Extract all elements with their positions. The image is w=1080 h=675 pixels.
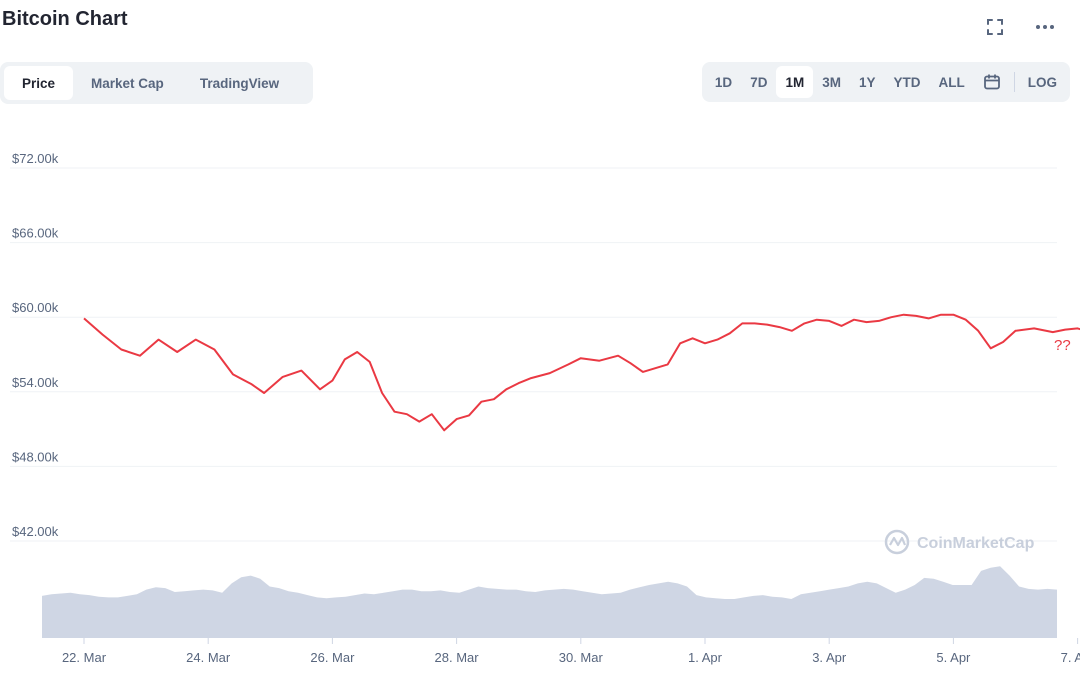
range-divider — [1013, 72, 1015, 92]
y-tick-label: $42.00k — [12, 524, 59, 539]
calendar-icon[interactable] — [974, 66, 1010, 98]
log-scale-toggle[interactable]: LOG — [1027, 74, 1057, 90]
x-tick-label: 26. Mar — [310, 650, 355, 665]
x-tick-label: 1. Apr — [688, 650, 723, 665]
range-3m[interactable]: 3M — [822, 74, 841, 90]
coinmarketcap-watermark: CoinMarketCap — [884, 529, 1035, 555]
range-7d[interactable]: 7D — [750, 74, 768, 90]
y-tick-label: $60.00k — [12, 300, 59, 315]
fullscreen-icon[interactable] — [982, 14, 1008, 40]
y-tick-label: $54.00k — [12, 375, 59, 390]
volume-area — [42, 566, 1057, 638]
time-range-selector: 1D 7D 1M 3M 1Y YTD ALL LOG — [701, 62, 1070, 102]
chart-annotation: ?? — [1054, 337, 1071, 354]
chart-view-tabs: Price Market Cap TradingView — [0, 62, 313, 104]
x-tick-label: 30. Mar — [559, 650, 604, 665]
x-tick-label: 7. Apr — [1061, 650, 1080, 665]
range-all[interactable]: ALL — [938, 74, 965, 90]
price-chart: $72.00k $66.00k $60.00k $54.00k $48.00k $42.0… — [10, 151, 1080, 665]
range-ytd[interactable]: YTD — [893, 74, 921, 90]
y-axis-ticks: $72.00k $66.00k $60.00k $54.00k $48.00k $42.0… — [12, 151, 59, 539]
price-series — [83, 313, 1080, 432]
header-actions — [982, 14, 1058, 40]
more-horizontal-icon[interactable] — [1032, 14, 1058, 40]
x-axis-ticks: 22. Mar 24. Mar 26. Mar 28. Mar 30. Mar 1. Ap… — [62, 638, 1080, 665]
x-tick-label: 3. Apr — [812, 650, 847, 665]
range-1y[interactable]: 1Y — [858, 74, 876, 90]
tab-tradingview[interactable]: TradingView — [199, 75, 280, 91]
volume-area-path — [42, 566, 1057, 638]
y-tick-label: $72.00k — [12, 151, 59, 166]
y-tick-label: $48.00k — [12, 449, 59, 464]
x-tick-label: 28. Mar — [435, 650, 480, 665]
x-tick-label: 24. Mar — [186, 650, 231, 665]
range-1m[interactable]: 1M — [776, 66, 814, 98]
coinmarketcap-logo-icon — [884, 529, 910, 555]
grid-lines — [10, 167, 1057, 542]
price-line — [83, 313, 1080, 432]
watermark-text: CoinMarketCap — [917, 535, 1035, 552]
x-tick-label: 22. Mar — [62, 650, 107, 665]
tab-price[interactable]: Price — [4, 66, 74, 100]
range-1d[interactable]: 1D — [714, 74, 733, 90]
x-tick-label: 5. Apr — [936, 650, 971, 665]
tab-market-cap[interactable]: Market Cap — [91, 75, 164, 91]
page-title: Bitcoin Chart — [2, 8, 128, 30]
y-tick-label: $66.00k — [12, 226, 59, 241]
